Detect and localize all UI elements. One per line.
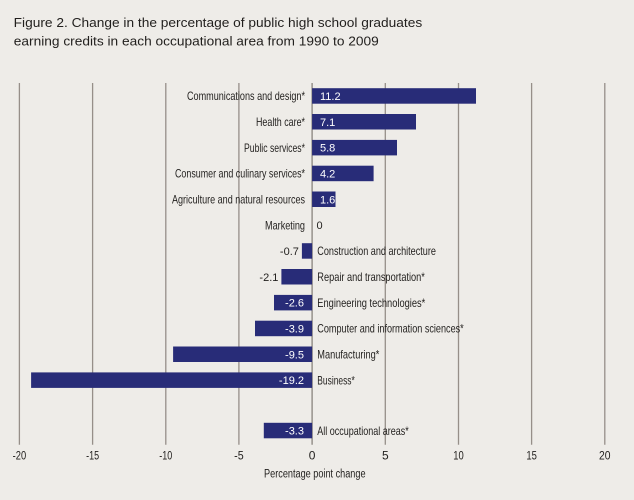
svg-text:-15: -15 bbox=[86, 449, 99, 463]
svg-text:Engineering technologies*: Engineering technologies* bbox=[317, 296, 425, 310]
svg-text:Business*: Business* bbox=[317, 373, 355, 387]
svg-text:5.8: 5.8 bbox=[320, 143, 335, 155]
svg-text:Consumer and culinary services: Consumer and culinary services* bbox=[175, 167, 305, 181]
svg-text:Percentage point change: Percentage point change bbox=[264, 469, 366, 481]
svg-text:0: 0 bbox=[317, 220, 323, 232]
svg-text:4.2: 4.2 bbox=[320, 168, 335, 180]
svg-text:All occupational areas*: All occupational areas* bbox=[317, 424, 409, 438]
svg-text:Communications and design*: Communications and design* bbox=[187, 89, 305, 103]
svg-text:-3.3: -3.3 bbox=[285, 426, 304, 438]
svg-text:-2.1: -2.1 bbox=[259, 272, 278, 284]
svg-text:earning credits in each occupa: earning credits in each occupational are… bbox=[14, 33, 379, 48]
svg-text:-9.5: -9.5 bbox=[285, 349, 304, 361]
svg-text:Health care*: Health care* bbox=[256, 115, 305, 129]
svg-text:Marketing: Marketing bbox=[265, 218, 305, 232]
svg-text:-20: -20 bbox=[13, 449, 27, 463]
svg-text:Figure 2. Change in the percen: Figure 2. Change in the percentage of pu… bbox=[14, 15, 423, 30]
svg-text:-2.6: -2.6 bbox=[285, 298, 304, 310]
svg-text:0: 0 bbox=[309, 449, 316, 463]
svg-text:-0.7: -0.7 bbox=[280, 246, 299, 258]
svg-text:Computer and information scien: Computer and information sciences* bbox=[317, 322, 464, 336]
svg-text:Repair and transportation*: Repair and transportation* bbox=[317, 270, 425, 284]
svg-text:7.1: 7.1 bbox=[320, 117, 335, 129]
svg-text:5: 5 bbox=[382, 449, 389, 463]
svg-text:10: 10 bbox=[453, 449, 464, 463]
svg-text:1.6: 1.6 bbox=[320, 194, 335, 206]
svg-text:Manufacturing*: Manufacturing* bbox=[317, 348, 379, 362]
svg-text:15: 15 bbox=[526, 449, 537, 463]
svg-text:11.2: 11.2 bbox=[320, 91, 341, 103]
svg-text:Construction and architecture: Construction and architecture bbox=[317, 244, 436, 258]
svg-text:Agriculture and natural resour: Agriculture and natural resources bbox=[172, 193, 305, 207]
svg-text:20: 20 bbox=[599, 449, 611, 463]
svg-text:-3.9: -3.9 bbox=[285, 323, 304, 335]
svg-text:-19.2: -19.2 bbox=[279, 375, 304, 387]
svg-text:-5: -5 bbox=[234, 449, 244, 463]
svg-text:-10: -10 bbox=[159, 449, 172, 463]
svg-text:Public services*: Public services* bbox=[244, 141, 305, 155]
